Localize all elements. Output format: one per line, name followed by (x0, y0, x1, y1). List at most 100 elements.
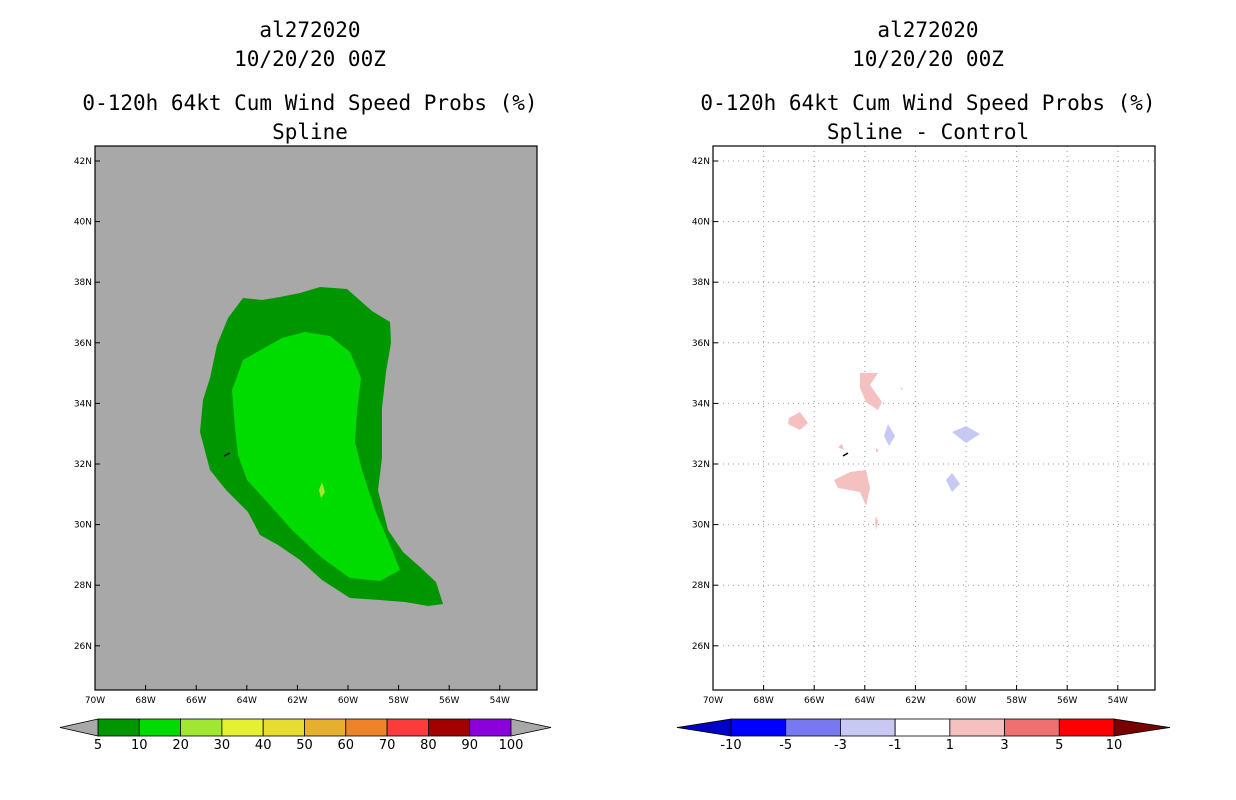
x-tick-label: 56W (1057, 696, 1077, 706)
diff-region-positive (834, 470, 870, 506)
colorbar-label: 100 (499, 738, 524, 753)
diff-region-negative (884, 424, 895, 446)
diff-region-positive (875, 516, 878, 530)
y-tick-label: 28N (74, 581, 92, 591)
right-x-axis: 70W 68W 66W 64W 62W 60W 58W 56W 54W (703, 685, 1128, 706)
left-panel-title: al272020 10/20/20 00Z 0-120h 64kt Cum Wi… (50, 16, 570, 147)
y-tick-label: 30N (692, 521, 710, 531)
y-tick-label: 30N (74, 521, 92, 531)
x-tick-label: 66W (804, 696, 824, 706)
x-tick-label: 62W (905, 696, 925, 706)
right-date: 10/20/20 00Z (852, 47, 1004, 71)
colorbar-label: -5 (779, 738, 792, 753)
y-tick-label: 28N (692, 581, 710, 591)
colorbar-swatch (97, 718, 140, 737)
left-date: 10/20/20 00Z (234, 47, 386, 71)
right-map-grid (713, 146, 1155, 690)
colorbar-label: 40 (255, 738, 272, 753)
x-tick-label: 58W (1006, 696, 1026, 706)
x-tick-label: 60W (338, 696, 358, 706)
colorbar-label: 10 (1106, 738, 1123, 753)
colorbar-swatch (262, 718, 305, 737)
x-tick-label: 54W (490, 696, 510, 706)
colorbar-arrow-left (676, 718, 732, 737)
x-tick-label: 60W (956, 696, 976, 706)
diff-region-positive (838, 444, 844, 450)
colorbar-swatch (386, 718, 429, 737)
right-map-frame (712, 145, 1156, 691)
colorbar-swatch (469, 718, 512, 737)
colorbar-label: 90 (461, 738, 478, 753)
colorbar-arrow-right (1113, 718, 1171, 737)
colorbar-label: 1 (946, 738, 954, 753)
right-y-axis: 42N 40N 38N 36N 34N 32N 30N 28N 26N (692, 157, 718, 652)
bermuda-outline (223, 452, 231, 457)
y-tick-label: 42N (692, 157, 710, 167)
diff-region-positive (901, 387, 903, 390)
colorbar-swatch (949, 718, 1005, 737)
y-tick-label: 34N (74, 399, 92, 409)
colorbar-swatch (1004, 718, 1060, 737)
colorbar-label: 70 (379, 738, 396, 753)
colorbar-swatch (427, 718, 471, 737)
colorbar-arrow-left (59, 718, 99, 737)
colorbar-label: -1 (889, 738, 902, 753)
diff-region-positive (860, 373, 882, 410)
colorbar-label: 5 (1055, 738, 1063, 753)
left-x-axis: 70W 68W 66W 64W 62W 60W 58W 56W 54W (85, 685, 510, 706)
colorbar-swatch (180, 718, 223, 737)
colorbar-label: 60 (338, 738, 355, 753)
left-colorbar: 5 10 20 30 40 50 60 70 80 90 100 (59, 718, 552, 753)
right-panel-title: al272020 10/20/20 00Z 0-120h 64kt Cum Wi… (668, 16, 1188, 147)
y-tick-label: 26N (74, 642, 92, 652)
x-tick-label: 62W (287, 696, 307, 706)
y-tick-label: 32N (74, 460, 92, 470)
x-tick-label: 70W (703, 696, 723, 706)
x-tick-label: 68W (753, 696, 773, 706)
colorbar-swatch (1058, 718, 1115, 737)
colorbar-label: 3 (1000, 738, 1008, 753)
diff-region-positive (788, 412, 808, 430)
x-tick-label: 58W (388, 696, 408, 706)
y-tick-label: 34N (692, 399, 710, 409)
colorbar-swatch (894, 718, 951, 737)
diff-region-positive (876, 448, 879, 452)
colorbar-label: 20 (172, 738, 189, 753)
left-product: 0-120h 64kt Cum Wind Speed Probs (%) (82, 91, 538, 115)
right-method: Spline - Control (826, 120, 1030, 144)
y-tick-label: 38N (692, 278, 710, 288)
diff-region-negative (952, 426, 980, 443)
colorbar-swatch (345, 718, 388, 737)
y-tick-label: 36N (74, 339, 92, 349)
colorbar-label: -10 (720, 738, 741, 753)
y-tick-label: 26N (692, 642, 710, 652)
right-map: 70W 68W 66W 64W 62W 60W 58W 56W 54W 42N 40N 38N 36N… (692, 145, 1156, 706)
y-tick-label: 38N (74, 278, 92, 288)
left-storm-id: al272020 (259, 18, 361, 42)
prob-region-20-30 (319, 482, 325, 498)
x-tick-label: 54W (1108, 696, 1128, 706)
left-map-frame (94, 145, 538, 691)
left-map: 70W 68W 66W 64W 62W 60W 58W 56W 54W 42N 40N 38N 36N… (74, 145, 538, 706)
right-colorbar: -10 -5 -3 -1 1 3 5 10 (676, 718, 1171, 753)
colorbar-swatch (840, 718, 896, 737)
colorbar-label: 5 (94, 738, 102, 753)
right-map-background (713, 146, 1155, 690)
colorbar-label: 10 (131, 738, 148, 753)
left-method: Spline (272, 120, 348, 144)
y-tick-label: 40N (74, 218, 92, 228)
x-tick-label: 68W (135, 696, 155, 706)
right-storm-id: al272020 (877, 18, 979, 42)
colorbar-swatch (730, 718, 787, 737)
prob-region-10-20 (232, 332, 400, 581)
colorbar-swatch (785, 718, 841, 737)
y-tick-label: 42N (74, 157, 92, 167)
diff-region-negative (946, 473, 960, 492)
colorbar-swatch (221, 718, 264, 737)
x-tick-label: 66W (186, 696, 206, 706)
x-tick-label: 70W (85, 696, 105, 706)
left-y-axis: 42N 40N 38N 36N 34N 32N 30N 28N 26N (74, 157, 100, 652)
colorbar-label: -3 (834, 738, 847, 753)
colorbar-arrow-right (510, 718, 552, 737)
bermuda-outline (842, 452, 849, 457)
